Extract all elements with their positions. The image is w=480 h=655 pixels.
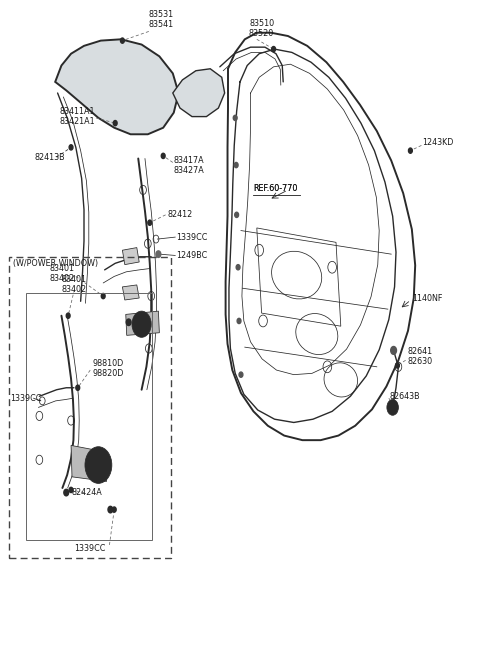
Text: (W/POWER WINDOW): (W/POWER WINDOW)	[13, 259, 98, 268]
Text: 1140NF: 1140NF	[412, 293, 442, 303]
Circle shape	[272, 47, 276, 52]
Circle shape	[69, 145, 73, 150]
Text: 83401
83402: 83401 83402	[49, 264, 74, 284]
Text: 1339CC: 1339CC	[11, 394, 42, 403]
Circle shape	[408, 148, 412, 153]
Circle shape	[156, 251, 161, 257]
Text: 83401
83402: 83401 83402	[62, 275, 87, 295]
Circle shape	[66, 313, 70, 318]
Circle shape	[69, 487, 73, 493]
Polygon shape	[173, 69, 225, 117]
Text: 1249BC: 1249BC	[177, 251, 208, 260]
Text: 83531
83541: 83531 83541	[148, 10, 173, 29]
Polygon shape	[122, 285, 139, 300]
Text: 98810D
98820D: 98810D 98820D	[92, 358, 123, 378]
Circle shape	[76, 385, 80, 390]
Circle shape	[112, 507, 116, 512]
Text: 82413B: 82413B	[35, 153, 65, 162]
Circle shape	[90, 453, 107, 477]
Text: 82641
82630: 82641 82630	[407, 347, 432, 367]
Polygon shape	[71, 445, 107, 481]
Circle shape	[126, 319, 131, 326]
Circle shape	[101, 293, 105, 299]
Text: 82643B: 82643B	[390, 392, 420, 401]
Polygon shape	[122, 248, 139, 265]
Text: 1243KD: 1243KD	[422, 138, 454, 147]
Circle shape	[108, 506, 113, 513]
Text: 1339CC: 1339CC	[177, 233, 208, 242]
Circle shape	[113, 121, 117, 126]
Circle shape	[235, 212, 239, 217]
Text: 82424A: 82424A	[71, 488, 102, 497]
Circle shape	[387, 400, 398, 415]
Text: 83417A
83427A: 83417A 83427A	[174, 155, 204, 175]
Text: REF.60-770: REF.60-770	[253, 184, 298, 193]
Text: 83411A1
83421A1: 83411A1 83421A1	[60, 107, 95, 126]
Circle shape	[396, 363, 399, 368]
Polygon shape	[55, 39, 179, 134]
Circle shape	[234, 162, 238, 168]
Circle shape	[85, 447, 112, 483]
Circle shape	[148, 220, 152, 225]
Circle shape	[236, 265, 240, 270]
Circle shape	[120, 38, 124, 43]
Text: 82412: 82412	[167, 210, 192, 219]
Circle shape	[237, 318, 241, 324]
Circle shape	[132, 311, 151, 337]
Text: REF.60-770: REF.60-770	[253, 184, 298, 193]
Text: 83510
83520: 83510 83520	[249, 19, 274, 38]
Circle shape	[391, 346, 396, 354]
Text: 1339CC: 1339CC	[74, 544, 106, 553]
Circle shape	[239, 372, 243, 377]
Circle shape	[64, 489, 69, 496]
Polygon shape	[126, 311, 159, 335]
Circle shape	[161, 153, 165, 159]
Circle shape	[233, 115, 237, 121]
